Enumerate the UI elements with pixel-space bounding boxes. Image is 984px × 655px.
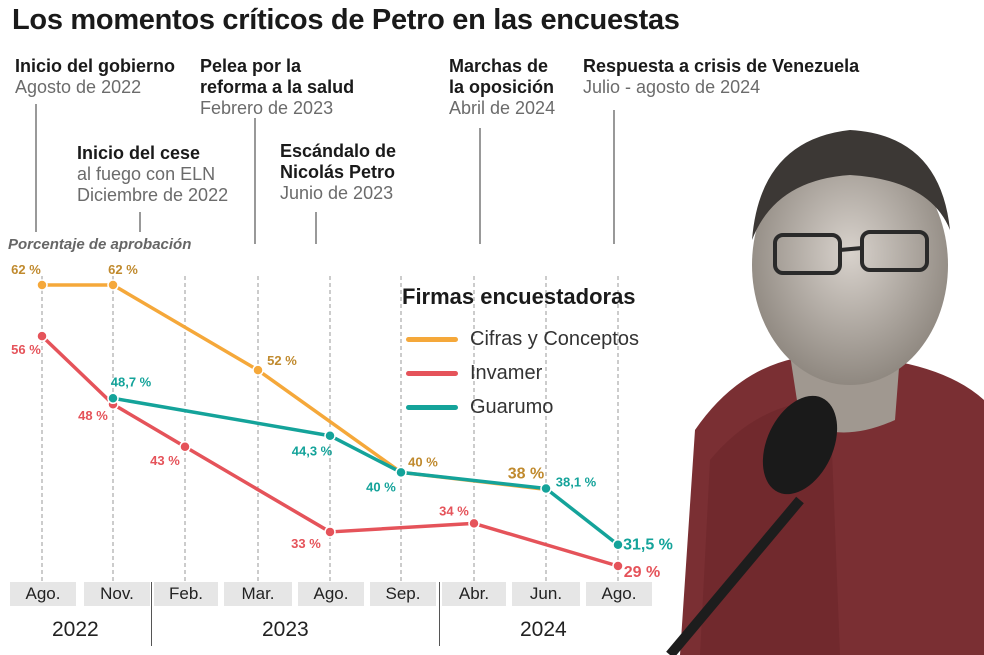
event-heading: Pelea por la [200,56,302,76]
event-cese-fuego: Inicio del cese al fuego con ELN Diciemb… [77,143,228,206]
event-escandalo-nicolas: Escándalo de Nicolás Petro Junio de 2023 [280,141,396,204]
x-tick-label: Mar. [224,582,292,606]
data-point-invamer [179,441,191,453]
event-heading: Inicio del cese [77,143,201,163]
event-inicio-gobierno: Inicio del gobierno Agosto de 2022 [15,56,175,98]
year-label-2022: 2022 [52,618,99,641]
data-point-cifras [107,279,119,291]
data-point-invamer [324,526,336,538]
data-point-cifras [252,364,264,376]
legend-item-cifras: Cifras y Conceptos [402,322,639,356]
data-point-invamer [36,330,48,342]
data-label-invamer: 43 % [150,453,180,468]
year-separator [439,582,440,646]
data-label-invamer: 33 % [291,536,321,551]
legend-label: Cifras y Conceptos [470,327,639,350]
y-axis-label: Porcentaje de aprobación [8,236,192,253]
event-heading: Marchas de [449,56,549,76]
year-label-2024: 2024 [520,618,567,641]
legend-swatch [406,336,458,342]
data-point-guarumo [612,538,624,551]
event-heading: Respuesta a crisis de Venezuela [583,56,860,76]
event-reforma-salud: Pelea por la reforma a la salud Febrero … [200,56,354,119]
x-tick-label: Nov. [84,582,150,606]
event-heading: Escándalo de [280,141,397,161]
data-label-cifras: 62 % [11,262,41,277]
data-point-guarumo [107,392,119,405]
data-point-guarumo [395,466,407,479]
x-tick-label: Jun. [512,582,580,606]
legend-item-invamer: Invamer [402,356,639,390]
data-label-invamer: 34 % [439,503,469,518]
event-detail: al fuego con ELN [77,164,216,184]
data-label-guarumo: 31,5 % [623,537,673,554]
x-tick-label: Ago. [586,582,652,606]
event-date: Abril de 2024 [449,98,556,118]
data-point-cifras [36,279,48,291]
legend-label: Invamer [470,361,543,384]
data-label-guarumo: 48,7 % [111,374,152,389]
year-label-2023: 2023 [262,618,309,641]
event-heading-2: reforma a la salud [200,77,355,97]
x-tick-label: Ago. [298,582,364,606]
legend: Firmas encuestadoras Cifras y Conceptos … [402,284,639,424]
year-separator [151,582,152,646]
x-tick-label: Sep. [370,582,436,606]
data-point-guarumo [324,429,336,442]
data-label-cifras: 40 % [408,454,438,469]
data-label-invamer: 29 % [624,564,660,581]
data-label-cifras: 62 % [108,262,138,277]
data-label-invamer: 56 % [11,342,41,357]
data-label-guarumo: 40 % [366,479,396,494]
data-label-guarumo: 44,3 % [292,444,333,459]
event-heading-2: Nicolás Petro [280,162,396,182]
legend-label: Guarumo [470,395,554,418]
event-date: Agosto de 2022 [15,77,142,97]
series-line-invamer [40,334,620,568]
x-tick-label: Ago. [10,582,76,606]
event-date: Diciembre de 2022 [77,185,229,205]
data-point-guarumo [540,482,552,495]
chart-title: Los momentos críticos de Petro en las en… [12,4,680,36]
portrait-photo [640,100,984,655]
event-heading: Inicio del gobierno [15,56,176,76]
x-tick-label: Abr. [442,582,506,606]
legend-title: Firmas encuestadoras [402,284,636,309]
data-label-invamer: 48 % [78,408,108,423]
event-date: Febrero de 2023 [200,98,334,118]
event-date: Junio de 2023 [280,183,394,203]
legend-item-guarumo: Guarumo [402,390,639,424]
data-point-invamer [612,560,624,572]
event-heading-2: la oposición [449,77,555,97]
data-label-cifras: 38 % [508,465,544,482]
event-marchas-oposicion: Marchas de la oposición Abril de 2024 [449,56,555,119]
data-point-invamer [468,517,480,530]
data-label-cifras: 52 % [267,353,297,368]
legend-swatch [406,370,458,376]
event-date: Julio - agosto de 2024 [583,77,761,97]
x-tick-label: Feb. [154,582,218,606]
data-label-guarumo: 38,1 % [556,475,597,490]
event-crisis-venezuela: Respuesta a crisis de Venezuela Julio - … [583,56,859,98]
legend-swatch [406,404,458,410]
